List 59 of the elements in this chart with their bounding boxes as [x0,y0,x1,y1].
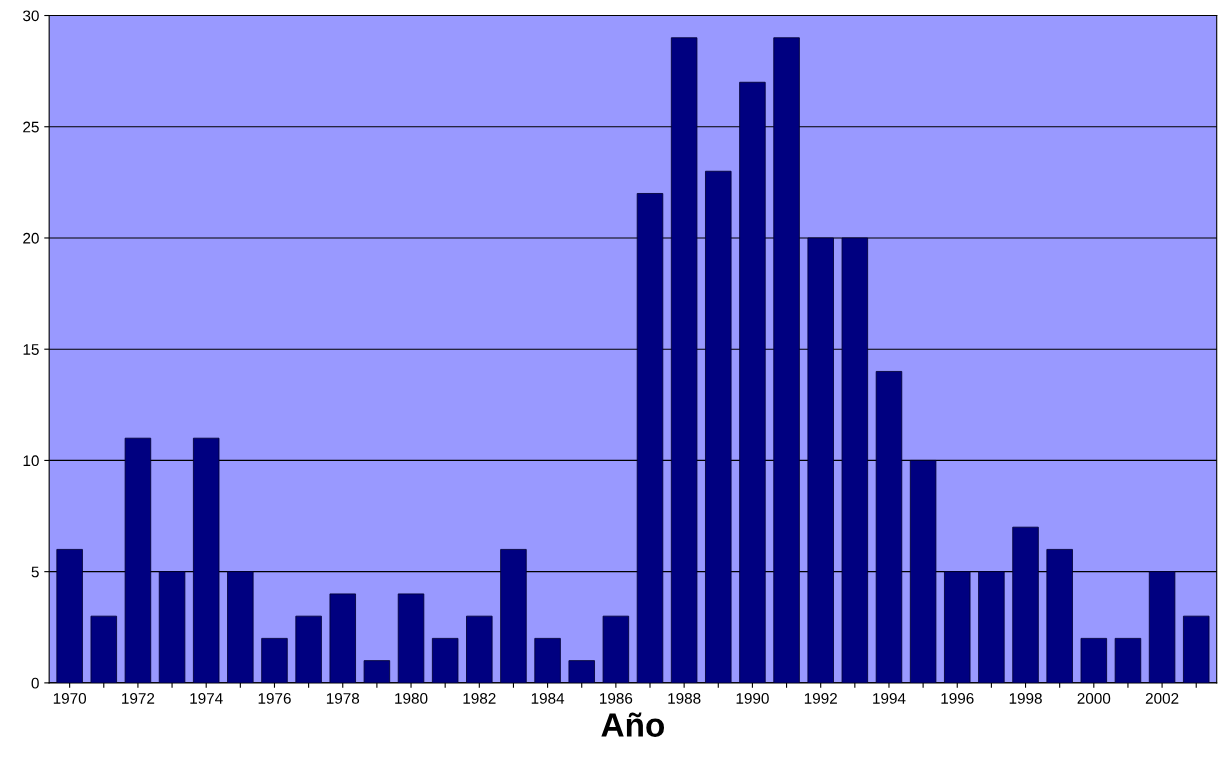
x-tick-label: 1994 [873,693,906,704]
bar [158,571,186,683]
x-tick-label: 1974 [190,693,223,704]
x-tick-label: 1970 [53,693,87,704]
bar [807,237,834,683]
y-tick-label: 5 [31,566,39,578]
x-tick-label: 1998 [1009,693,1042,704]
bar [773,37,800,683]
bar [1114,637,1142,683]
bar [909,460,937,683]
bar [841,237,869,683]
y-tick-label: 10 [23,455,39,467]
y-tick-label: 30 [23,10,39,22]
y-tick-label: 15 [23,344,39,355]
x-tick-label: 1988 [668,693,701,704]
bar [124,437,152,683]
y-tick-label: 20 [23,232,39,244]
bar [56,548,83,683]
bar [261,637,288,683]
bar [227,571,254,683]
x-tick-label: 1978 [326,693,360,704]
bar [1046,548,1073,683]
bar [568,660,595,683]
x-tick-label: 2000 [1077,693,1111,704]
y-tick-label: 25 [23,121,39,133]
bar [295,615,322,683]
bar [705,170,732,683]
bar [466,615,493,683]
x-axis-title: Año [601,712,665,737]
bar [90,615,117,683]
x-tick-label: 1986 [600,693,633,704]
bar [534,637,561,683]
bar [500,548,527,683]
x-tick-label: 1976 [258,693,291,704]
bar [1183,615,1210,683]
x-tick-label: 1982 [463,693,496,704]
y-tick-label: 0 [31,677,39,689]
x-tick-label: 1992 [804,693,837,704]
bar [670,37,698,683]
bar [363,660,391,683]
bar [397,593,425,683]
bar [636,193,664,683]
bar [431,637,459,683]
bar [329,593,356,683]
x-tick-label: 2002 [1145,693,1179,704]
bar [875,371,903,683]
x-tick-label: 1980 [395,693,428,704]
bar [192,437,220,683]
bar [602,615,630,683]
x-tick-label: 1996 [941,693,974,704]
bar [978,571,1005,683]
bar [1012,526,1039,683]
x-tick-label: 1972 [122,693,155,704]
x-tick-label: 1984 [531,693,565,704]
bar [1148,571,1176,683]
bar [944,571,971,683]
bar [1080,637,1108,683]
bar [739,81,766,683]
x-tick-label: 1990 [736,693,769,704]
